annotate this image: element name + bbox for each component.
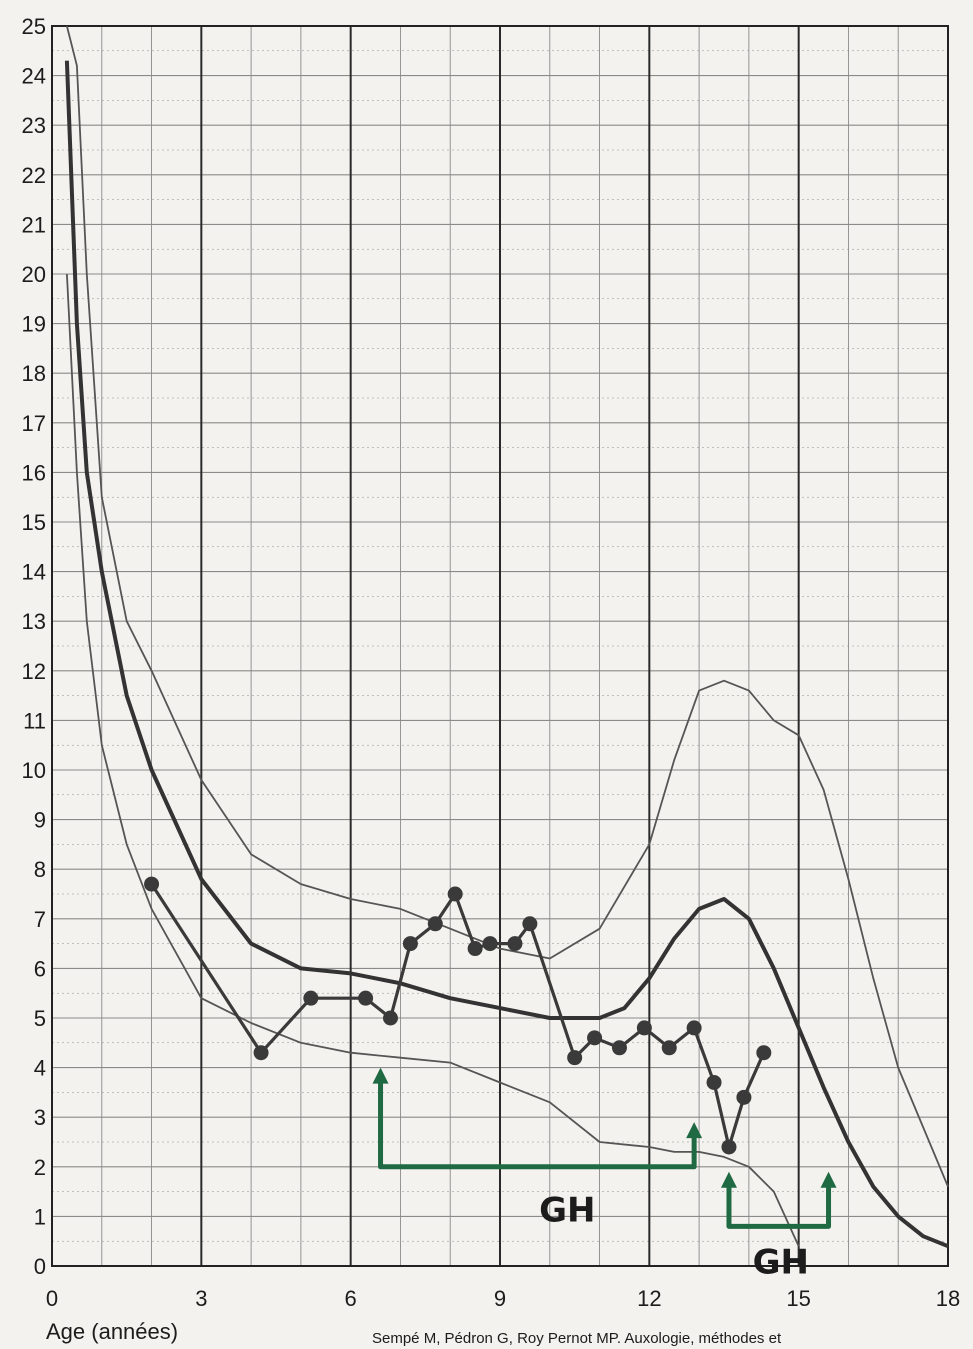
y-tick-label: 10 — [22, 758, 46, 783]
patient-point — [587, 1030, 603, 1046]
x-tick-label: 18 — [936, 1286, 960, 1311]
gh-start-arrow-2 — [720, 1171, 737, 1188]
patient-line — [150, 883, 766, 1149]
gh-treatment-annotations: GH GH — [372, 1067, 837, 1282]
y-tick-label: 24 — [22, 64, 46, 89]
x-axis-title: Age (années) — [46, 1319, 178, 1344]
gh-end-arrow-2 — [820, 1171, 837, 1188]
patient-point — [756, 1045, 772, 1061]
gh-bracket-2 — [726, 1183, 832, 1229]
gh-label-1: GH — [539, 1190, 595, 1230]
y-tick-label: 16 — [22, 460, 46, 485]
patient-point — [447, 886, 463, 902]
gh-end-arrow-1 — [686, 1122, 703, 1139]
gh-bracket-1 — [378, 1079, 697, 1170]
patient-point — [721, 1139, 737, 1155]
patient-point — [402, 936, 418, 952]
patient-point — [382, 1010, 398, 1026]
y-tick-label: 21 — [22, 212, 46, 237]
plot-frame — [51, 25, 949, 1267]
reference-lower-curve — [66, 273, 800, 1247]
source-citation: Sempé M, Pédron G, Roy Pernot MP. Auxolo… — [372, 1330, 782, 1347]
patient-point — [467, 941, 483, 957]
y-tick-label: 17 — [22, 411, 46, 436]
x-tick-label: 3 — [195, 1286, 207, 1311]
y-tick-label: 13 — [22, 609, 46, 634]
x-tick-label: 12 — [637, 1286, 661, 1311]
reference-median-curve — [64, 60, 949, 1249]
patient-point — [522, 916, 538, 932]
patient-point — [507, 936, 523, 952]
x-tick-label: 9 — [494, 1286, 506, 1311]
patient-point — [427, 916, 443, 932]
y-tick-label: 8 — [34, 857, 46, 882]
patient-point — [636, 1020, 652, 1036]
x-tick-labels: 0 3 6 9 12 15 18 — [46, 1286, 960, 1311]
y-tick-label: 22 — [22, 163, 46, 188]
x-tick-label: 0 — [46, 1286, 58, 1311]
y-tick-label: 15 — [22, 510, 46, 535]
reference-curves — [64, 25, 949, 1249]
patient-point — [144, 876, 160, 892]
gh-label-2: GH — [753, 1242, 809, 1282]
y-tick-label: 7 — [34, 907, 46, 932]
y-tick-label: 23 — [22, 113, 46, 138]
gh-start-arrow-1 — [372, 1067, 389, 1084]
y-tick-label: 1 — [34, 1204, 46, 1229]
patient-point — [706, 1074, 722, 1090]
y-tick-label: 0 — [34, 1254, 46, 1279]
patient-point — [303, 990, 319, 1006]
x-tick-label: 15 — [786, 1286, 810, 1311]
y-tick-label: 4 — [34, 1056, 46, 1081]
patient-series — [144, 876, 772, 1155]
patient-point — [358, 990, 374, 1006]
y-tick-label: 9 — [34, 808, 46, 833]
y-tick-label: 5 — [34, 1006, 46, 1031]
reference-upper-curve — [66, 25, 949, 1187]
patient-point — [611, 1040, 627, 1056]
patient-point — [253, 1045, 269, 1061]
patient-point — [661, 1040, 677, 1056]
patient-point — [736, 1089, 752, 1105]
patient-point — [686, 1020, 702, 1036]
y-tick-labels: 0123456789101112131415161718192021222324… — [22, 14, 46, 1279]
x-tick-label: 6 — [345, 1286, 357, 1311]
y-tick-label: 20 — [22, 262, 46, 287]
y-tick-label: 12 — [22, 659, 46, 684]
y-tick-label: 18 — [22, 361, 46, 386]
y-tick-label: 2 — [34, 1155, 46, 1180]
patient-point — [482, 936, 498, 952]
patient-point — [567, 1050, 583, 1066]
y-tick-label: 11 — [23, 708, 46, 733]
y-tick-label: 19 — [22, 312, 46, 337]
y-tick-label: 25 — [22, 14, 46, 39]
y-tick-label: 3 — [34, 1105, 46, 1130]
y-tick-label: 6 — [34, 956, 46, 981]
y-tick-label: 14 — [22, 560, 46, 585]
